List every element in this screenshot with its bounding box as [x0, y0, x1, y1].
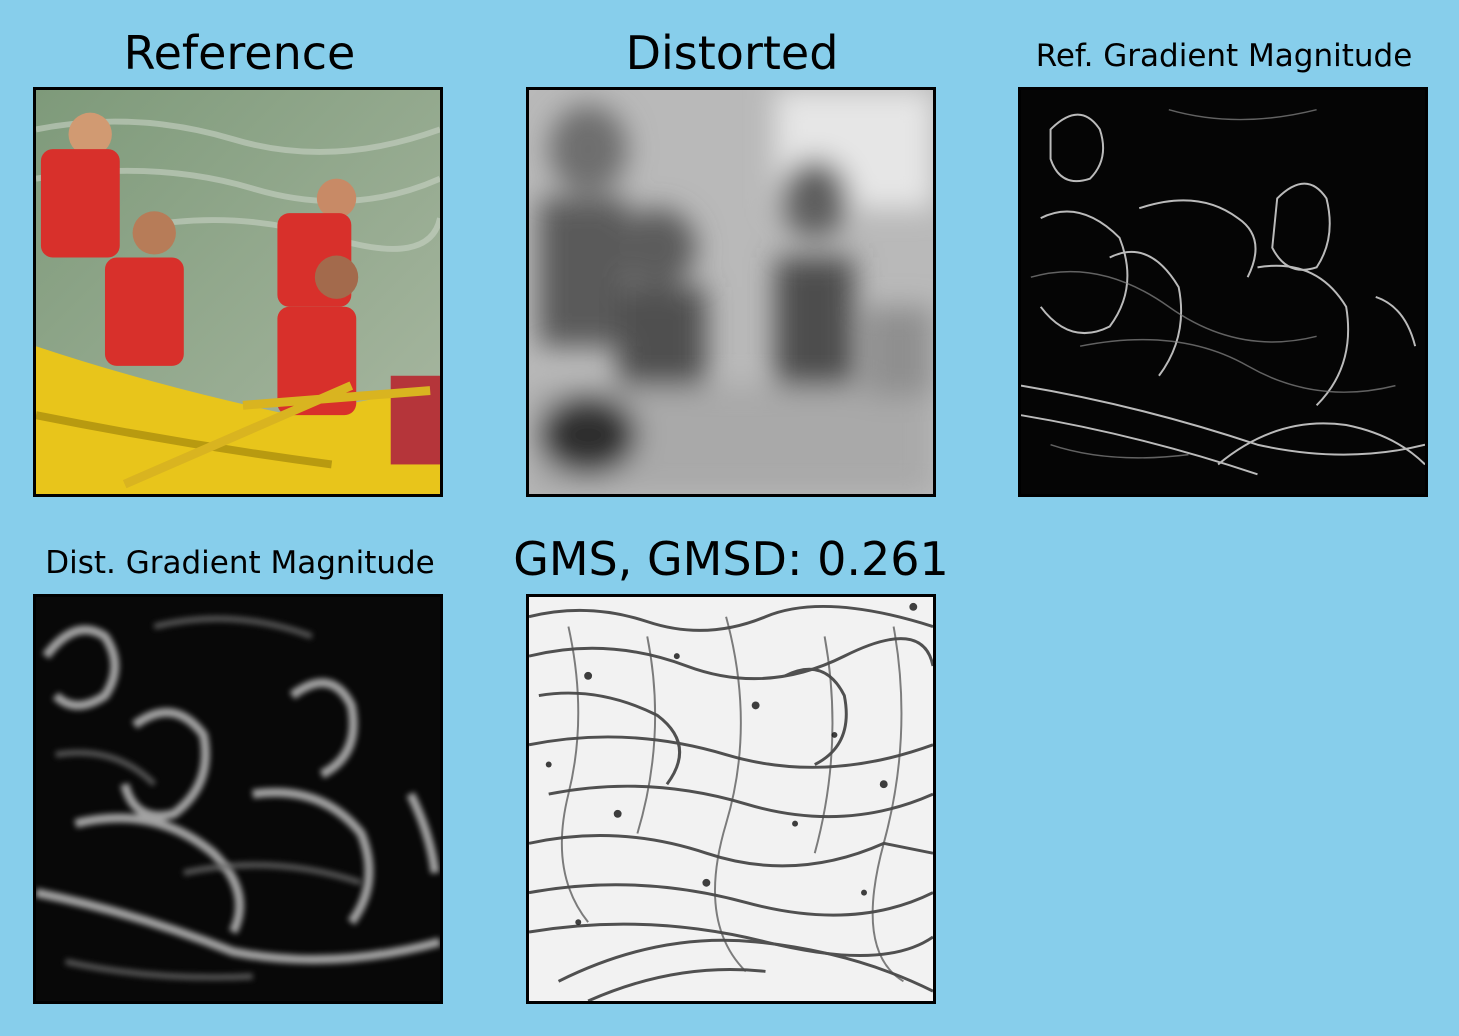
- reference-image: [33, 87, 443, 497]
- dist-gradient-image: [33, 594, 443, 1004]
- gms-image: [526, 594, 936, 1004]
- ref-gradient-image: [1018, 87, 1428, 497]
- reference-title: Reference: [123, 26, 356, 80]
- dist-gradient-title: Dist. Gradient Magnitude: [45, 545, 435, 581]
- distorted-image: [526, 87, 936, 497]
- gms-title: GMS, GMSD: 0.261: [513, 532, 949, 586]
- distorted-title: Distorted: [625, 26, 839, 80]
- ref-gradient-title: Ref. Gradient Magnitude: [1035, 38, 1413, 74]
